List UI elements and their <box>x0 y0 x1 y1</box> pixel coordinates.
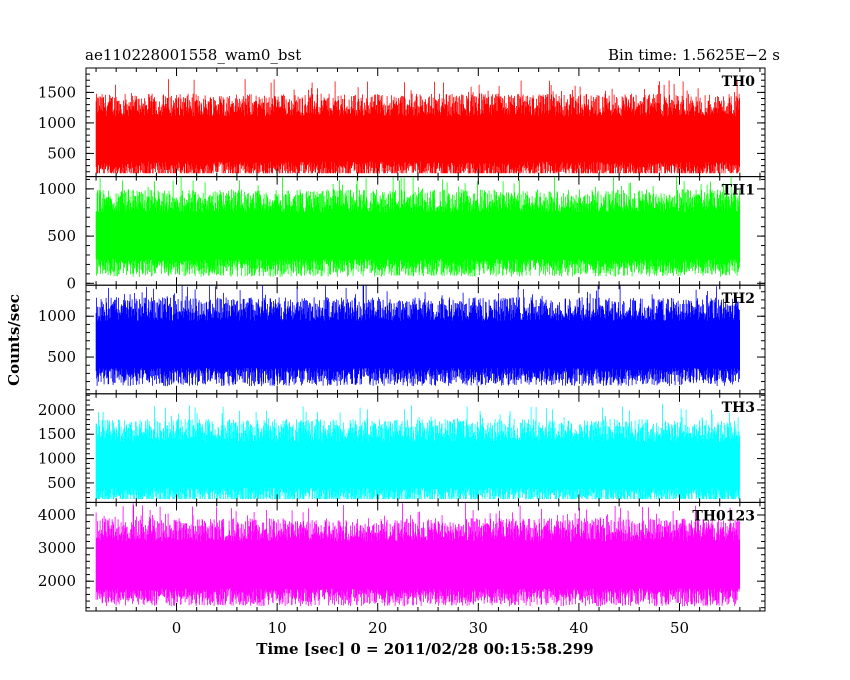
y-tick-label: 2000 <box>38 401 76 419</box>
y-tick-label: 1000 <box>38 180 76 198</box>
y-tick-label: 1000 <box>38 450 76 468</box>
y-tick-label: 0 <box>66 274 76 292</box>
series-line-th0 <box>95 79 740 174</box>
series-line-th0123 <box>95 502 740 607</box>
x-axis-label: Time [sec] 0 = 2011/02/28 00:15:58.299 <box>256 640 593 658</box>
panel-frame <box>85 501 766 612</box>
x-tick-label: 10 <box>268 619 287 637</box>
y-tick-label: 500 <box>47 227 76 245</box>
panel-label: TH1 <box>722 183 755 199</box>
y-tick-label: 1500 <box>38 83 76 101</box>
y-tick-label: 500 <box>47 474 76 492</box>
y-tick-label: 4000 <box>38 506 76 524</box>
panel-th0123: 2000 3000 4000 TH0123 <box>38 501 766 612</box>
series-line-th3 <box>95 403 740 500</box>
x-tick-label: 20 <box>368 619 387 637</box>
x-tick-label: 40 <box>569 619 588 637</box>
chart-subtitle: Bin time: 1.5625E−2 s <box>608 46 780 64</box>
panel-label: TH2 <box>722 291 755 307</box>
panel-label: TH0 <box>722 74 756 90</box>
y-tick-label: 1000 <box>38 114 76 132</box>
chart-title: ae110228001558_wam0_bst <box>85 46 301 64</box>
y-tick-label: 2000 <box>38 572 76 590</box>
y-tick-label: 500 <box>47 144 76 162</box>
series-line-th1 <box>95 176 740 277</box>
x-tick-label: 50 <box>670 619 689 637</box>
y-tick-label: 500 <box>47 348 76 366</box>
y-tick-label: 3000 <box>38 539 76 557</box>
x-tick-label: 30 <box>469 619 488 637</box>
x-tick-label: 0 <box>172 619 182 637</box>
y-tick-label: 1000 <box>38 307 76 325</box>
panel-label: TH3 <box>722 400 755 416</box>
y-tick-label: 1500 <box>38 425 76 443</box>
panel-th3: 500 1000 1500 2000 TH3 <box>38 393 766 503</box>
y-axis-label: Counts/sec <box>5 294 23 386</box>
series-line-th2 <box>95 285 740 387</box>
panel-th1: 0 500 1000 TH1 <box>38 176 766 292</box>
panel-label: TH0123 <box>692 508 755 524</box>
panel-th0: 500 1000 1500 TH0 <box>38 67 766 178</box>
panel-th2: 500 1000 TH2 <box>38 284 766 395</box>
